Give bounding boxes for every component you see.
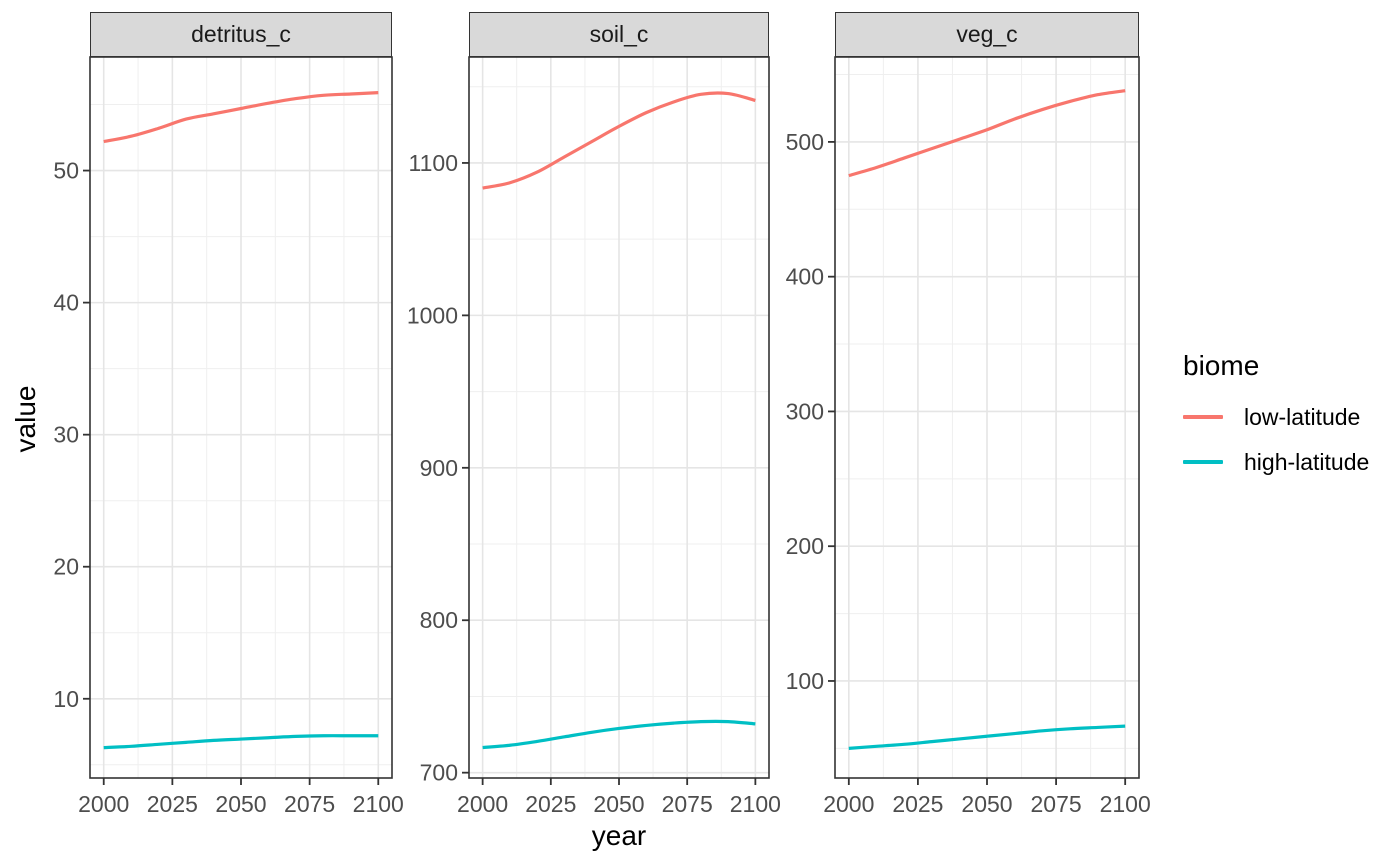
legend-label-low-latitude: low-latitude bbox=[1244, 403, 1361, 430]
facet-panel-detritus_c: 2000 2025 2050 2075 2100 10 20 30 40 50 bbox=[53, 56, 404, 817]
y-tick-label: 900 bbox=[420, 455, 458, 481]
x-tick-label: 2075 bbox=[662, 791, 713, 817]
y-tick-label: 30 bbox=[53, 422, 79, 448]
y-tick-label: 300 bbox=[786, 398, 824, 424]
x-tick-label: 2000 bbox=[823, 791, 874, 817]
x-tick-label: 2100 bbox=[730, 791, 781, 817]
x-tick-label: 2000 bbox=[457, 791, 508, 817]
facet-panel-veg_c: 2000 2025 2050 2075 2100 100 200 300 400 500 bbox=[786, 56, 1151, 817]
y-tick-label: 100 bbox=[786, 668, 824, 694]
y-tick-label: 400 bbox=[786, 264, 824, 290]
facet-strip-soil-c: soil_c bbox=[469, 12, 769, 57]
y-tick-label: 500 bbox=[786, 129, 824, 155]
y-tick-label: 50 bbox=[53, 158, 79, 184]
x-tick-label: 2050 bbox=[961, 791, 1012, 817]
legend-key-line-high-latitude bbox=[1183, 460, 1223, 464]
line-detritus_c-low-latitude bbox=[103, 91, 379, 144]
x-tick-label: 2075 bbox=[1031, 791, 1082, 817]
y-tick-label: 700 bbox=[420, 760, 458, 786]
y-tick-label: 40 bbox=[53, 290, 79, 316]
facet-strip-detritus-c: detritus_c bbox=[90, 12, 392, 57]
x-tick-label: 2025 bbox=[525, 791, 576, 817]
y-tick-label: 200 bbox=[786, 533, 824, 559]
line-veg_c-low-latitude bbox=[848, 89, 1126, 178]
line-soil_c-low-latitude bbox=[482, 91, 756, 190]
x-tick-label: 2100 bbox=[1100, 791, 1151, 817]
y-tick-label: 10 bbox=[53, 686, 79, 712]
x-axis-title: year bbox=[591, 820, 647, 851]
y-tick-label: 800 bbox=[420, 607, 458, 633]
facet-panel-soil_c: 2000 2025 2050 2075 2100 700 800 900 1000 1100 bbox=[407, 56, 781, 817]
y-tick-label: 1000 bbox=[407, 302, 458, 328]
x-tick-label: 2075 bbox=[284, 791, 335, 817]
x-tick-label: 2025 bbox=[147, 791, 198, 817]
x-tick-label: 2050 bbox=[215, 791, 266, 817]
line-soil_c-high-latitude bbox=[482, 719, 756, 750]
y-tick-label: 1100 bbox=[409, 150, 458, 176]
x-tick-label: 2050 bbox=[593, 791, 644, 817]
legend-key-line-low-latitude bbox=[1183, 415, 1223, 419]
x-tick-label: 2000 bbox=[78, 791, 129, 817]
legend: biome low-latitude high-latitude bbox=[1183, 352, 1393, 492]
legend-entry-low-latitude: low-latitude bbox=[1183, 402, 1393, 432]
y-axis-title: value bbox=[10, 385, 41, 453]
legend-entry-high-latitude: high-latitude bbox=[1183, 447, 1393, 477]
line-detritus_c-high-latitude bbox=[103, 734, 379, 750]
legend-title: biome bbox=[1183, 350, 1260, 381]
x-tick-label: 2025 bbox=[892, 791, 943, 817]
legend-label-high-latitude: high-latitude bbox=[1244, 448, 1370, 475]
line-veg_c-high-latitude bbox=[848, 724, 1126, 750]
x-tick-label: 2100 bbox=[353, 791, 404, 817]
facet-strip-veg-c: veg_c bbox=[835, 12, 1139, 57]
y-tick-label: 20 bbox=[53, 554, 79, 580]
